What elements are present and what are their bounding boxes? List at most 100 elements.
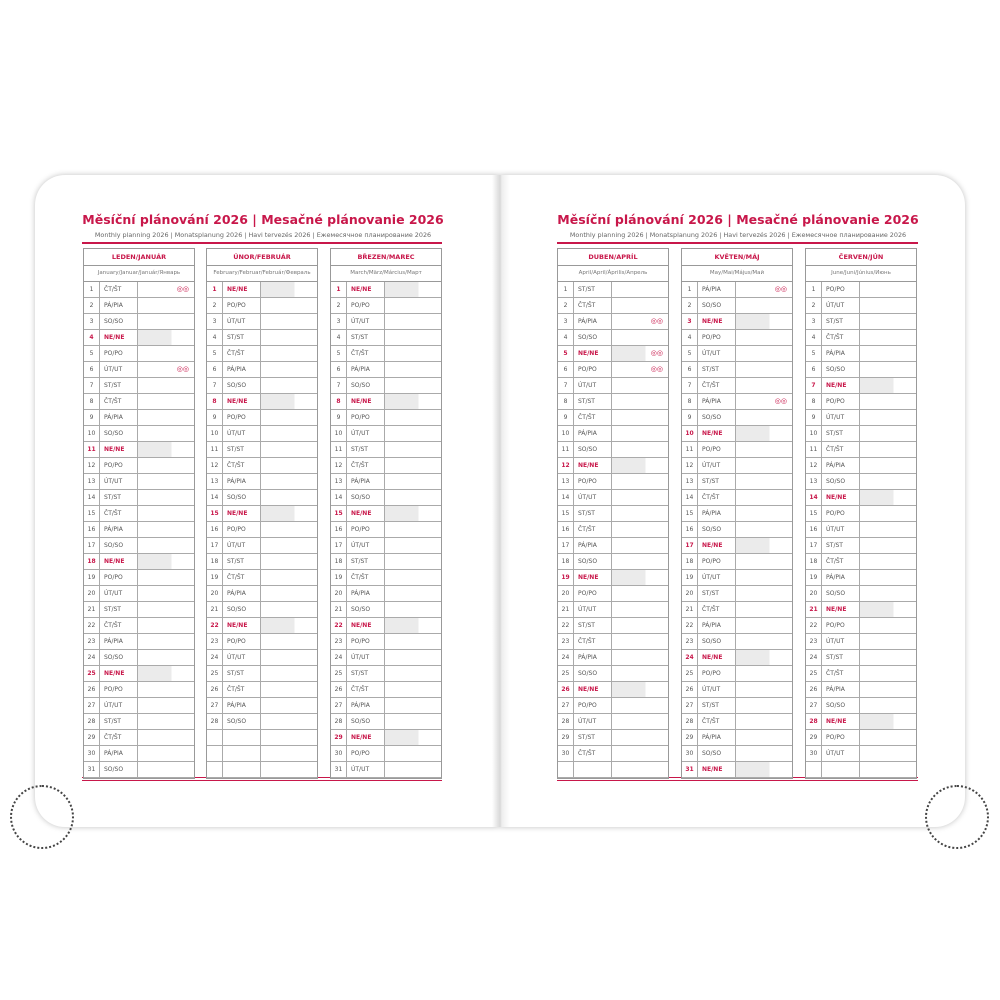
day-row[interactable]: 26 NE/NE xyxy=(558,682,668,698)
note-cell[interactable] xyxy=(612,602,668,617)
note-cell[interactable] xyxy=(860,474,916,489)
note-cell[interactable] xyxy=(385,314,441,329)
note-cell[interactable] xyxy=(138,442,194,457)
day-row[interactable]: 21 ČT/ŠT xyxy=(682,602,792,618)
day-row[interactable]: 2 ÚT/UT xyxy=(806,298,916,314)
note-cell[interactable] xyxy=(385,282,441,297)
day-row[interactable]: 7 ČT/ŠT xyxy=(682,378,792,394)
note-cell[interactable] xyxy=(261,458,317,473)
note-cell[interactable] xyxy=(261,698,317,713)
note-cell[interactable] xyxy=(736,314,792,329)
note-cell[interactable] xyxy=(736,490,792,505)
day-row[interactable]: 19 PO/PO xyxy=(84,570,194,586)
day-row[interactable]: 1 ST/ST xyxy=(558,282,668,298)
day-row[interactable]: 13 ST/ST xyxy=(682,474,792,490)
day-row[interactable]: 22 ČT/ŠT xyxy=(84,618,194,634)
note-cell[interactable] xyxy=(860,282,916,297)
day-row[interactable]: 24 NE/NE xyxy=(682,650,792,666)
note-cell[interactable] xyxy=(736,346,792,361)
day-row[interactable]: 30 ČT/ŠT xyxy=(558,746,668,762)
day-row[interactable]: 9 PÁ/PIA xyxy=(84,410,194,426)
note-cell[interactable] xyxy=(385,602,441,617)
note-cell[interactable] xyxy=(736,762,792,777)
note-cell[interactable] xyxy=(736,618,792,633)
note-cell[interactable] xyxy=(138,314,194,329)
note-cell[interactable] xyxy=(860,522,916,537)
day-row[interactable]: 18 PO/PO xyxy=(682,554,792,570)
day-row[interactable]: 5 ÚT/UT xyxy=(682,346,792,362)
day-row[interactable]: 10 ST/ST xyxy=(806,426,916,442)
note-cell[interactable] xyxy=(261,330,317,345)
day-row[interactable]: 20 PÁ/PIA xyxy=(331,586,441,602)
note-cell[interactable] xyxy=(612,714,668,729)
note-cell[interactable] xyxy=(138,586,194,601)
day-row[interactable]: 8 PO/PO xyxy=(806,394,916,410)
day-row[interactable]: 24 ÚT/UT xyxy=(207,650,317,666)
note-cell[interactable] xyxy=(138,378,194,393)
note-cell[interactable] xyxy=(385,426,441,441)
day-row[interactable]: 4 ST/ST xyxy=(331,330,441,346)
day-row[interactable]: 16 PO/PO xyxy=(207,522,317,538)
note-cell[interactable] xyxy=(138,458,194,473)
note-cell[interactable] xyxy=(138,330,194,345)
note-cell[interactable] xyxy=(860,746,916,761)
day-row[interactable]: 22 PO/PO xyxy=(806,618,916,634)
note-cell[interactable] xyxy=(860,362,916,377)
day-row[interactable]: 31 NE/NE xyxy=(682,762,792,778)
note-cell[interactable] xyxy=(736,330,792,345)
note-cell[interactable] xyxy=(261,538,317,553)
day-row[interactable]: 11 SO/SO xyxy=(558,442,668,458)
note-cell[interactable] xyxy=(385,330,441,345)
note-cell[interactable] xyxy=(385,762,441,777)
note-cell[interactable] xyxy=(860,426,916,441)
day-row[interactable]: 2 PO/PO xyxy=(207,298,317,314)
note-cell[interactable] xyxy=(385,650,441,665)
day-row[interactable]: 20 ÚT/UT xyxy=(84,586,194,602)
day-row[interactable]: 16 ÚT/UT xyxy=(806,522,916,538)
day-row[interactable]: 7 SO/SO xyxy=(207,378,317,394)
day-row[interactable]: 24 PÁ/PIA xyxy=(558,650,668,666)
note-cell[interactable] xyxy=(860,538,916,553)
day-row[interactable]: 11 ČT/ŠT xyxy=(806,442,916,458)
note-cell[interactable] xyxy=(860,634,916,649)
note-cell[interactable] xyxy=(612,634,668,649)
note-cell[interactable] xyxy=(261,378,317,393)
note-cell[interactable] xyxy=(612,426,668,441)
note-cell[interactable] xyxy=(612,682,668,697)
note-cell[interactable] xyxy=(138,298,194,313)
note-cell[interactable] xyxy=(138,698,194,713)
note-cell[interactable] xyxy=(385,474,441,489)
note-cell[interactable] xyxy=(860,650,916,665)
day-row[interactable]: 2 PÁ/PIA xyxy=(84,298,194,314)
day-row[interactable]: 10 NE/NE xyxy=(682,426,792,442)
note-cell[interactable] xyxy=(860,618,916,633)
day-row[interactable]: 10 ÚT/UT xyxy=(207,426,317,442)
day-row[interactable]: 12 NE/NE xyxy=(558,458,668,474)
day-row[interactable]: 11 ST/ST xyxy=(331,442,441,458)
day-row[interactable]: 18 ČT/ŠT xyxy=(806,554,916,570)
note-cell[interactable] xyxy=(860,330,916,345)
day-row[interactable]: 1 NE/NE xyxy=(331,282,441,298)
note-cell[interactable] xyxy=(138,666,194,681)
day-row[interactable]: 6 ST/ST xyxy=(682,362,792,378)
day-row[interactable]: 17 NE/NE xyxy=(682,538,792,554)
day-row[interactable]: 26 PÁ/PIA xyxy=(806,682,916,698)
note-cell[interactable] xyxy=(860,554,916,569)
day-row[interactable]: 4 ČT/ŠT xyxy=(806,330,916,346)
day-row[interactable]: 13 PO/PO xyxy=(558,474,668,490)
day-row[interactable]: 27 PÁ/PIA xyxy=(331,698,441,714)
note-cell[interactable] xyxy=(138,682,194,697)
day-row[interactable]: 25 SO/SO xyxy=(558,666,668,682)
day-row[interactable]: 27 SO/SO xyxy=(806,698,916,714)
day-row[interactable]: 2 SO/SO xyxy=(682,298,792,314)
day-row[interactable]: 6 ÚT/UT ◎◎ xyxy=(84,362,194,378)
day-row[interactable]: 17 ST/ST xyxy=(806,538,916,554)
day-row[interactable]: 28 SO/SO xyxy=(207,714,317,730)
note-cell[interactable] xyxy=(385,442,441,457)
note-cell[interactable] xyxy=(612,394,668,409)
day-row[interactable]: 7 SO/SO xyxy=(331,378,441,394)
day-row[interactable]: 8 PÁ/PIA ◎◎ xyxy=(682,394,792,410)
note-cell[interactable] xyxy=(385,634,441,649)
note-cell[interactable] xyxy=(261,650,317,665)
note-cell[interactable] xyxy=(261,298,317,313)
